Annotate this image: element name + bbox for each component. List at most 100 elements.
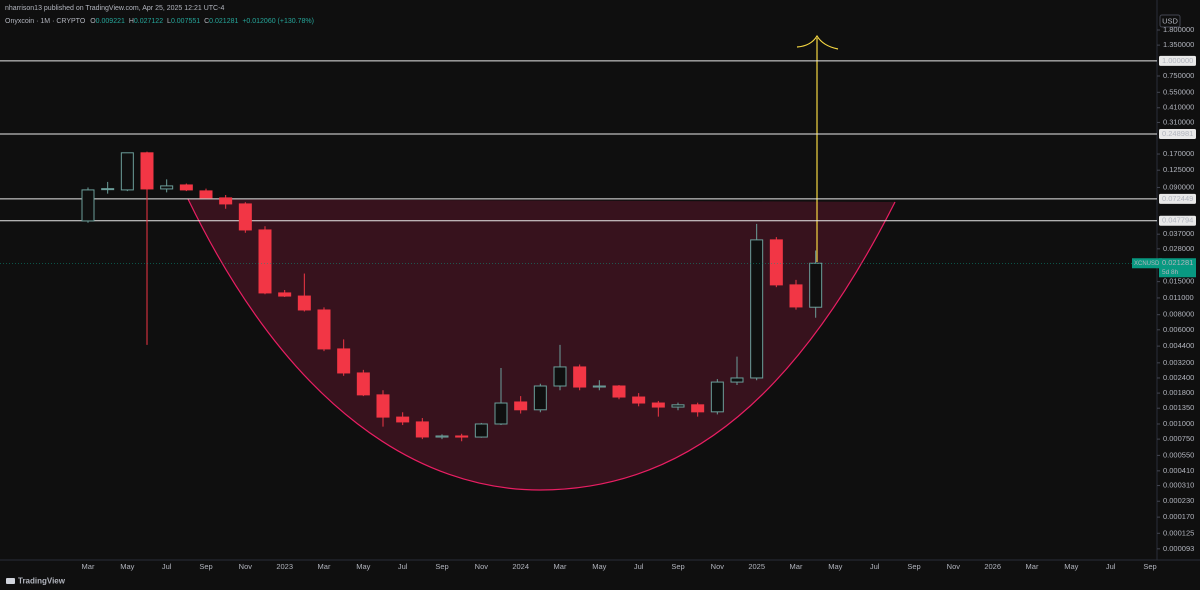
hline-label: 1.000000 (1162, 56, 1193, 65)
y-tick-label: 0.008000 (1163, 310, 1194, 319)
y-tick-label: 0.001800 (1163, 388, 1194, 397)
x-tick-label: Sep (1143, 562, 1156, 571)
candle-body (592, 385, 606, 388)
candle-body (573, 366, 587, 388)
x-tick-label: 2023 (276, 562, 293, 571)
y-tick-label: 0.000125 (1163, 528, 1194, 537)
currency[interactable]: USD (1162, 16, 1178, 25)
y-tick-label: 1.800000 (1163, 25, 1194, 34)
candle-body (435, 435, 449, 438)
ohlc-legend: Onyxcoin · 1M · CRYPTO O0.009221 H0.0271… (5, 18, 314, 25)
annotation-head (796, 34, 839, 50)
candle-body (258, 229, 272, 294)
candle-body (101, 188, 115, 191)
ohlc-value: 0.027122 (134, 18, 163, 25)
candle-body (651, 402, 665, 408)
countdown: 5d 8h (1162, 269, 1179, 276)
price-label-box (1132, 258, 1162, 269)
y-tick-label: 0.410000 (1163, 103, 1194, 112)
candle-body (671, 404, 685, 408)
x-tick-label: May (120, 562, 134, 571)
y-tick-label: 0.550000 (1163, 87, 1194, 96)
ohlc-value: 0.009221 (96, 18, 125, 25)
y-tick-label: 0.001000 (1163, 419, 1194, 428)
x-tick-label: May (592, 562, 606, 571)
candle-body (199, 190, 213, 199)
x-tick-label: Sep (435, 562, 448, 571)
y-tick-label: 0.750000 (1163, 71, 1194, 80)
candle-body (317, 309, 331, 350)
y-tick-label: 0.125000 (1163, 165, 1194, 174)
ohlc-letter: C (204, 18, 209, 25)
x-tick-label: Jul (870, 562, 880, 571)
ohlc-letter: L (167, 18, 171, 25)
y-tick-label: 0.004400 (1163, 341, 1194, 350)
y-tick-label: 0.003200 (1163, 358, 1194, 367)
candle-body (278, 292, 292, 297)
hline-label-box (1159, 215, 1196, 226)
y-tick-label: 0.015000 (1163, 277, 1194, 286)
y-tick-label: 0.002400 (1163, 373, 1194, 382)
y-tick-label: 0.000230 (1163, 496, 1194, 505)
x-tick-label: Mar (790, 562, 803, 571)
candle-body (553, 366, 567, 387)
brand-name[interactable]: TradingView (18, 577, 66, 586)
candle-body (219, 197, 233, 205)
y-tick-label: 0.170000 (1163, 149, 1194, 158)
candle-body (337, 348, 351, 374)
publisher-line: nharrison13 published on TradingView.com… (5, 5, 224, 12)
candle-body (474, 423, 488, 438)
brand-icon[interactable] (6, 578, 15, 584)
x-tick-label: Sep (907, 562, 920, 571)
x-tick-label: May (1064, 562, 1078, 571)
x-tick-label: Sep (671, 562, 684, 571)
brand-logo[interactable]: TradingView (6, 577, 66, 586)
ohlc-letter: H (129, 18, 134, 25)
hline-label-box (1159, 55, 1196, 66)
ohlc-value: 0.021281 (209, 18, 238, 25)
candle-body (789, 284, 803, 308)
candle-body (455, 435, 469, 438)
candle-body (514, 401, 528, 411)
x-tick-label: Nov (239, 562, 253, 571)
x-tick-label: 2026 (984, 562, 1001, 571)
candle-body (494, 402, 508, 425)
ohlc-value: 0.007551 (171, 18, 200, 25)
y-tick-label: 0.001350 (1163, 403, 1194, 412)
x-tick-label: Mar (318, 562, 331, 571)
candle-body (612, 385, 626, 398)
candle-body (415, 421, 429, 438)
x-tick-label: Nov (475, 562, 489, 571)
candle-body (238, 203, 252, 231)
candle-body (750, 239, 764, 379)
candle-body (710, 381, 724, 413)
y-tick-label: 1.350000 (1163, 40, 1194, 49)
x-tick-label: May (828, 562, 842, 571)
x-tick-label: Jul (398, 562, 408, 571)
x-tick-label: Jul (634, 562, 644, 571)
currency-box[interactable] (1159, 14, 1181, 28)
x-tick-label: Nov (711, 562, 725, 571)
y-tick-label: 0.006000 (1163, 325, 1194, 334)
y-tick-label: 0.000093 (1163, 544, 1194, 553)
y-tick-label: 0.000550 (1163, 450, 1194, 459)
candle-body (179, 184, 193, 191)
y-tick-label: 0.000310 (1163, 481, 1194, 490)
candle-body (533, 385, 547, 411)
hline-label: 0.248981 (1162, 129, 1193, 138)
candle-body (809, 262, 823, 308)
y-tick-label: 0.037000 (1163, 229, 1194, 238)
x-tick-label: Mar (554, 562, 567, 571)
hline-label: 0.072449 (1162, 194, 1193, 203)
x-tick-label: 2025 (748, 562, 765, 571)
candle-body (396, 416, 410, 423)
symbol-line: Onyxcoin · 1M · CRYPTO (5, 18, 86, 25)
candle-body (730, 377, 744, 383)
y-tick-label: 0.310000 (1163, 117, 1194, 126)
hline-label-box (1159, 128, 1196, 139)
x-tick-label: Mar (82, 562, 95, 571)
x-tick-label: May (356, 562, 370, 571)
